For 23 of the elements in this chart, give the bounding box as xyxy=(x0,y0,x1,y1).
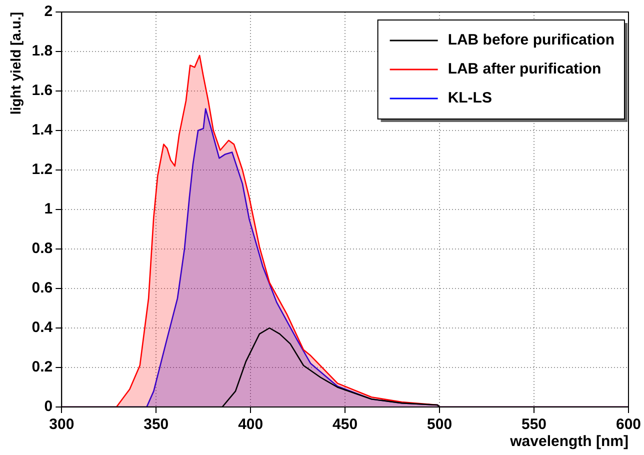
x-tick-label: 550 xyxy=(522,416,547,434)
y-tick-label: 0.8 xyxy=(32,240,53,258)
x-tick-label: 350 xyxy=(144,416,169,434)
x-tick-label: 500 xyxy=(427,416,452,434)
y-tick-label: 0 xyxy=(44,398,53,416)
x-tick-label: 450 xyxy=(332,416,358,434)
y-tick-label: 1.4 xyxy=(32,122,54,139)
x-tick-label: 600 xyxy=(616,416,641,434)
legend-label: KL-LS xyxy=(448,90,492,107)
y-tick-label: 1.8 xyxy=(32,42,53,60)
y-tick-label: 0.4 xyxy=(32,319,54,336)
y-tick-label: 2 xyxy=(44,3,53,20)
y-tick-label: 1.6 xyxy=(32,82,53,100)
x-tick-label: 400 xyxy=(238,416,264,434)
legend-label: LAB before purification xyxy=(448,32,614,49)
y-tick-label: 0.2 xyxy=(32,358,53,376)
y-tick-label: 1 xyxy=(44,200,53,218)
y-axis-title: light yield [a.u.] xyxy=(7,12,24,115)
x-tick-label: 300 xyxy=(49,416,74,434)
legend-label: LAB after purification xyxy=(448,60,602,78)
y-tick-label: 1.2 xyxy=(32,161,53,178)
y-tick-label: 0.6 xyxy=(32,280,53,297)
x-axis-title: wavelength [nm] xyxy=(509,433,628,450)
